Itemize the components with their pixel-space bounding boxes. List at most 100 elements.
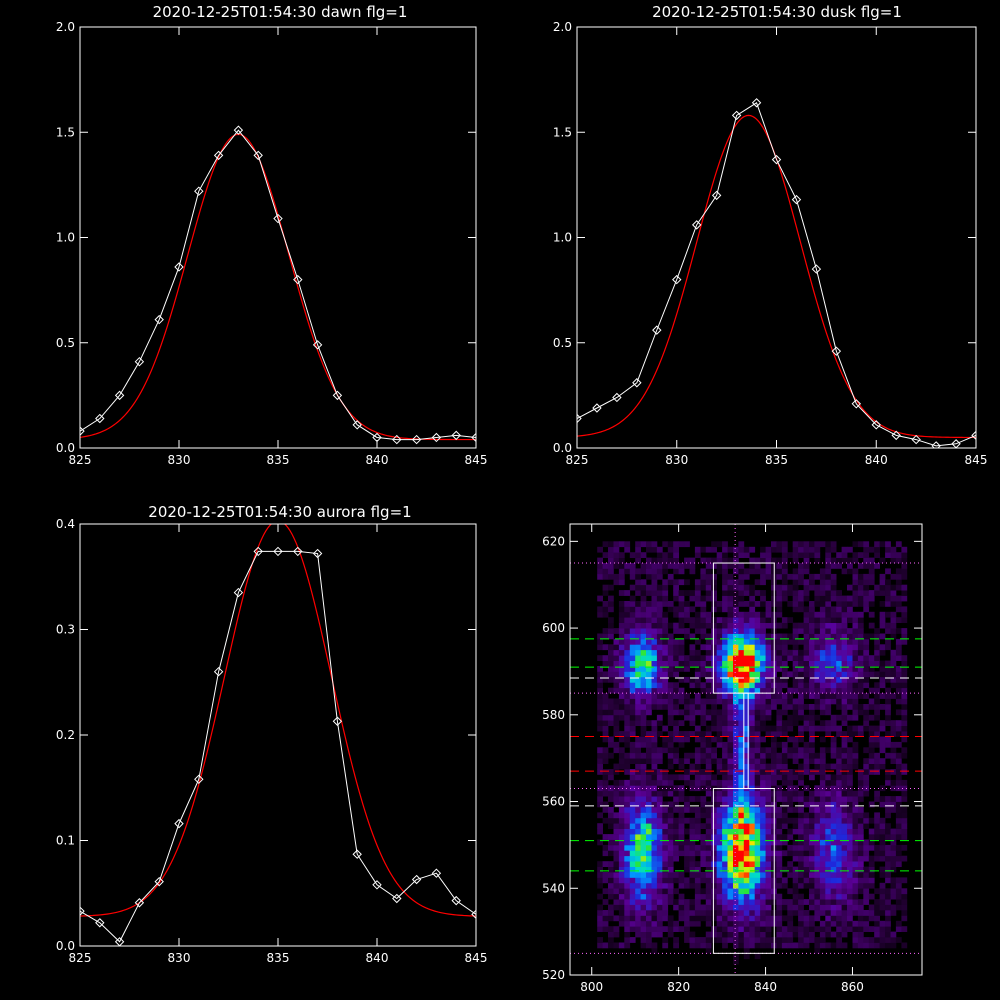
heatmap-cell: [760, 844, 766, 851]
heatmap-cell: [651, 563, 658, 569]
heatmap-cell: [635, 855, 641, 862]
heatmap-cell: [743, 720, 750, 726]
heatmap-cell: [792, 904, 799, 911]
heatmap-cell: [874, 649, 880, 656]
heatmap-cell: [868, 866, 875, 873]
heatmap-cell: [733, 557, 739, 564]
heatmap-cell: [830, 752, 837, 759]
heatmap-cell: [841, 920, 848, 927]
dusk-data-point: [592, 403, 602, 413]
heatmap-cell: [624, 731, 631, 737]
heatmap-cell: [825, 872, 832, 878]
heatmap-cell: [689, 676, 696, 683]
heatmap-cell: [684, 660, 690, 667]
heatmap-cell: [651, 828, 658, 835]
heatmap-cell: [825, 601, 832, 607]
heatmap-cell: [841, 557, 848, 564]
heatmap-cell: [738, 807, 745, 813]
heatmap-cell: [662, 926, 669, 932]
heatmap-cell: [852, 828, 859, 835]
heatmap-cell: [868, 752, 875, 759]
heatmap-cell: [722, 617, 728, 623]
heatmap-cell: [814, 942, 821, 949]
heatmap-cell: [705, 752, 712, 759]
heatmap-cell: [727, 741, 734, 748]
heatmap-cell: [830, 844, 837, 851]
heatmap-cell: [852, 790, 859, 797]
heatmap-cell: [890, 546, 897, 553]
dusk-data-point: [751, 98, 762, 108]
heatmap-cell: [646, 920, 652, 927]
heatmap-cell: [624, 568, 631, 575]
heatmap-cell: [716, 893, 723, 900]
heatmap-cell: [635, 590, 641, 596]
heatmap-cell: [646, 649, 652, 656]
heatmap-cell: [830, 741, 837, 748]
heatmap-cell: [776, 796, 783, 802]
heatmap-cell: [765, 931, 772, 938]
heatmap-cell: [776, 720, 783, 726]
heatmap-cell: [749, 655, 756, 661]
heatmap-cell: [629, 568, 636, 575]
heatmap-cell: [597, 779, 603, 786]
heatmap-cell: [792, 769, 799, 775]
heatmap-cell: [722, 801, 728, 808]
heatmap-cell: [613, 714, 620, 721]
heatmap-cell: [684, 904, 690, 911]
heatmap-cell: [613, 850, 620, 857]
heatmap-cell: [651, 812, 658, 819]
heatmap-cell: [819, 937, 826, 943]
heatmap-cell: [613, 888, 620, 895]
heatmap-cell: [901, 915, 908, 922]
heatmap-cell: [743, 953, 750, 960]
heatmap-cell: [608, 937, 614, 943]
heatmap-cell: [776, 910, 783, 916]
heatmap-cell: [716, 850, 723, 857]
heatmap-cell: [792, 823, 799, 829]
heatmap-cell: [624, 671, 631, 678]
heatmap-cell: [662, 779, 669, 786]
heatmap-cell: [608, 926, 614, 932]
heatmap-cell: [656, 882, 663, 889]
heatmap-cell: [781, 823, 788, 829]
heatmap-cell: [760, 942, 766, 949]
heatmap-cell: [694, 693, 701, 699]
heatmap-cell: [640, 714, 647, 721]
heatmap-cell: [646, 687, 652, 694]
heatmap-cell: [874, 910, 880, 916]
heatmap-cell: [798, 926, 804, 932]
heatmap-cell: [624, 812, 631, 819]
heatmap-cell: [738, 893, 745, 900]
heatmap-cell: [765, 872, 772, 878]
heatmap-cell: [694, 682, 701, 689]
heatmap-cell: [738, 633, 745, 640]
heatmap-cell: [738, 676, 745, 683]
heatmap-cell: [711, 655, 717, 661]
heatmap-cell: [743, 725, 750, 732]
heatmap-cell: [700, 747, 707, 754]
heatmap-cell: [738, 638, 745, 645]
heatmap-cell: [618, 779, 625, 786]
heatmap-cell: [787, 899, 794, 905]
heatmap-cell: [868, 595, 875, 602]
heatmap-cell: [787, 584, 794, 591]
heatmap-cell: [792, 741, 799, 748]
heatmap-cell: [722, 758, 728, 764]
heatmap-cell: [798, 579, 804, 586]
heatmap-cell: [868, 893, 875, 900]
heatmap-cell: [863, 655, 870, 661]
heatmap-cell: [885, 660, 891, 667]
heatmap-cell: [738, 704, 745, 710]
heatmap-cell: [868, 817, 875, 824]
heatmap-cell: [629, 877, 636, 884]
heatmap-cell: [624, 649, 631, 656]
heatmap-cell: [689, 796, 696, 802]
heatmap-cell: [684, 861, 690, 867]
heatmap-cell: [689, 882, 696, 889]
heatmap-cell: [743, 731, 750, 737]
heatmap-cell: [608, 649, 614, 656]
heatmap-cell: [673, 752, 679, 759]
heatmap-cell: [640, 861, 647, 867]
heatmap-cell: [836, 687, 842, 694]
heatmap-cell: [803, 687, 810, 694]
